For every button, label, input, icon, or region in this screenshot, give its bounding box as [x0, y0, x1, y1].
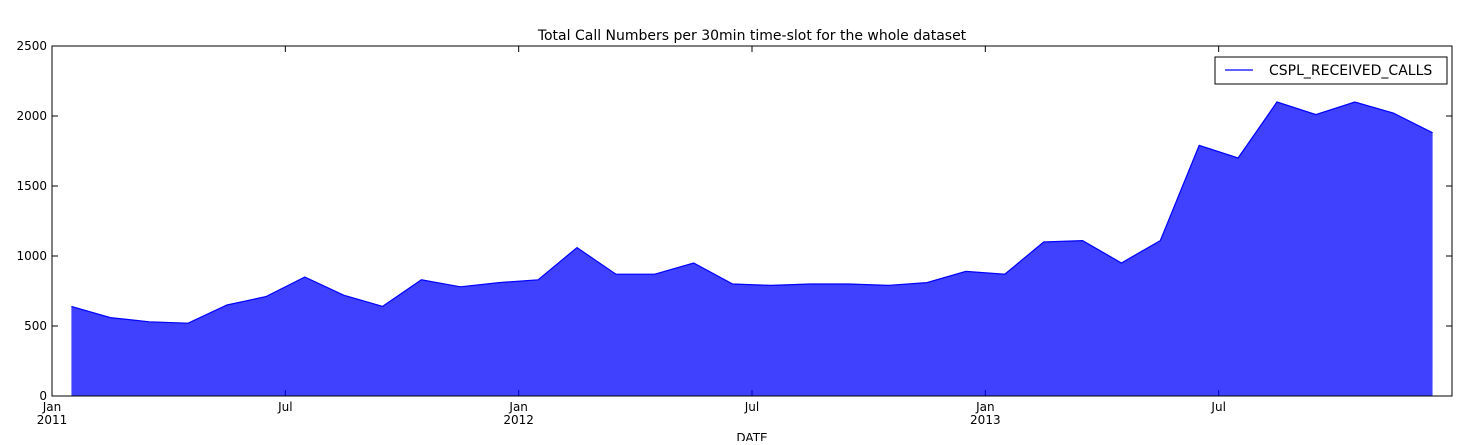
- y-tick-label: 1500: [16, 179, 47, 193]
- y-tick-label: 2000: [16, 109, 47, 123]
- chart-title: Total Call Numbers per 30min time-slot f…: [537, 28, 967, 44]
- series-area: [71, 102, 1433, 396]
- series-line: [71, 101, 1433, 324]
- plot-frame: [51, 45, 1453, 397]
- x-tick-label: Jan 2012: [503, 400, 534, 427]
- x-tick-label: Jul: [744, 400, 759, 414]
- y-tick-label: 1000: [16, 249, 47, 263]
- x-tick-label: Jul: [277, 400, 292, 414]
- y-tick-label: 2500: [16, 39, 47, 53]
- y-tick-label: 500: [24, 319, 47, 333]
- x-tick-label: Jan 2013: [970, 400, 1001, 427]
- y-tick-label: 0: [39, 389, 47, 403]
- x-tick-label: Jan 2011: [37, 400, 68, 427]
- x-tick-label: Jul: [1210, 400, 1225, 414]
- legend-box: [1214, 56, 1448, 85]
- legend-label: CSPL_RECEIVED_CALLS: [1269, 63, 1432, 79]
- x-axis-label: DATE: [736, 431, 767, 441]
